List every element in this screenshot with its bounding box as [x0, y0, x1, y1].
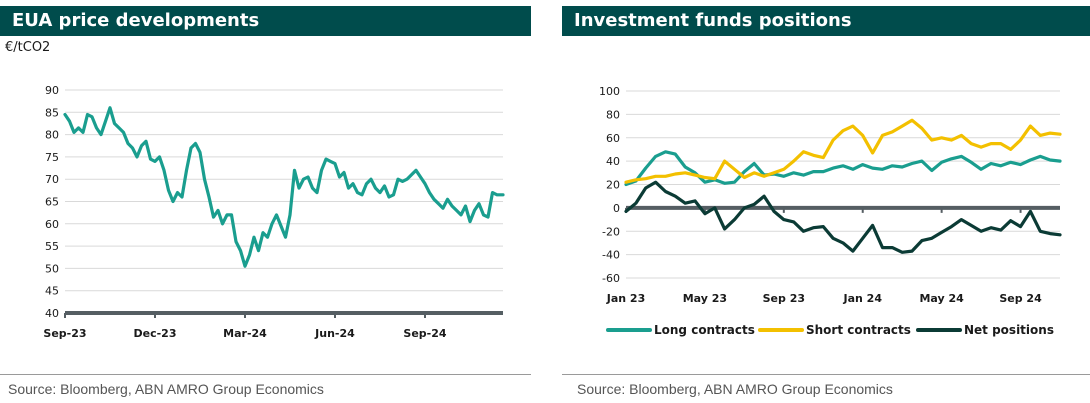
eua-price-panel: EUA price developments €/tCO2 40 45 50 55 60… [0, 0, 531, 403]
series-line-eua-price [63, 106, 505, 268]
source-divider [0, 374, 531, 375]
series-line-net-positions [624, 180, 1062, 254]
x-tick-label: Jan 23 [606, 292, 645, 305]
y-tick-label: 80 [606, 108, 620, 121]
y-tick-label: 45 [45, 285, 59, 298]
investment-funds-panel: Investment funds positions -60 -40 -20 0 20 4… [562, 0, 1090, 403]
y-tick-label: 60 [606, 132, 620, 145]
y-tick-label: 60 [45, 218, 59, 231]
funds-positions-chart: -60 -40 -20 0 20 40 60 80 100 Jan 23 May 23 Sep 23 J… [599, 85, 1062, 337]
y-tick-label: 0 [613, 202, 620, 215]
funds-chart-title: Investment funds positions [562, 6, 1090, 36]
x-tick-label: Sep-23 [43, 327, 86, 340]
y-tick-label: -60 [602, 272, 620, 285]
legend-label: Long contracts [654, 323, 755, 337]
eua-chart-title: EUA price developments [0, 6, 531, 36]
x-tick-label: May 24 [919, 292, 964, 305]
eua-source-note: Source: Bloomberg, ABN AMRO Group Econom… [8, 381, 324, 397]
x-tick-label: Jun-24 [314, 327, 355, 340]
y-tick-label: 75 [45, 151, 59, 164]
x-tick-label: Sep 24 [999, 292, 1042, 305]
series-line-long-contracts [624, 150, 1062, 187]
y-tick-label: 90 [45, 84, 59, 97]
legend-item-short-contracts: Short contracts [758, 323, 911, 337]
funds-source-note: Source: Bloomberg, ABN AMRO Group Econom… [577, 381, 893, 397]
y-tick-label: 40 [606, 155, 620, 168]
x-tick-label: May 23 [683, 292, 727, 305]
y-tick-label: 100 [599, 85, 620, 98]
x-tick-label: Jan 24 [842, 292, 882, 305]
y-tick-label: 80 [45, 129, 59, 142]
eua-unit-label: €/tCO2 [5, 40, 51, 55]
y-tick-label: 85 [45, 106, 59, 119]
series-line-short-contracts [624, 118, 1062, 184]
y-tick-label: 70 [45, 173, 59, 186]
y-tick-label: 50 [45, 262, 59, 275]
source-divider [562, 374, 1090, 375]
legend-label: Short contracts [806, 323, 911, 337]
y-tick-label: 20 [606, 179, 620, 192]
y-tick-label: 40 [45, 307, 59, 320]
x-tick-label: Sep-24 [403, 327, 446, 340]
eua-price-chart: 40 45 50 55 60 65 70 75 80 85 90 Sep-23 Dec-23 Mar-24… [43, 84, 505, 340]
x-tick-label: Mar-24 [223, 327, 267, 340]
y-tick-label: -40 [602, 249, 620, 262]
y-tick-label: 65 [45, 196, 59, 209]
x-tick-label: Sep 23 [763, 292, 805, 305]
legend-item-net-positions: Net positions [916, 323, 1054, 337]
x-tick-label: Dec-23 [134, 327, 177, 340]
legend-label: Net positions [964, 323, 1054, 337]
legend-item-long-contracts: Long contracts [606, 323, 755, 337]
y-tick-label: -20 [602, 225, 620, 238]
y-tick-label: 55 [45, 240, 59, 253]
